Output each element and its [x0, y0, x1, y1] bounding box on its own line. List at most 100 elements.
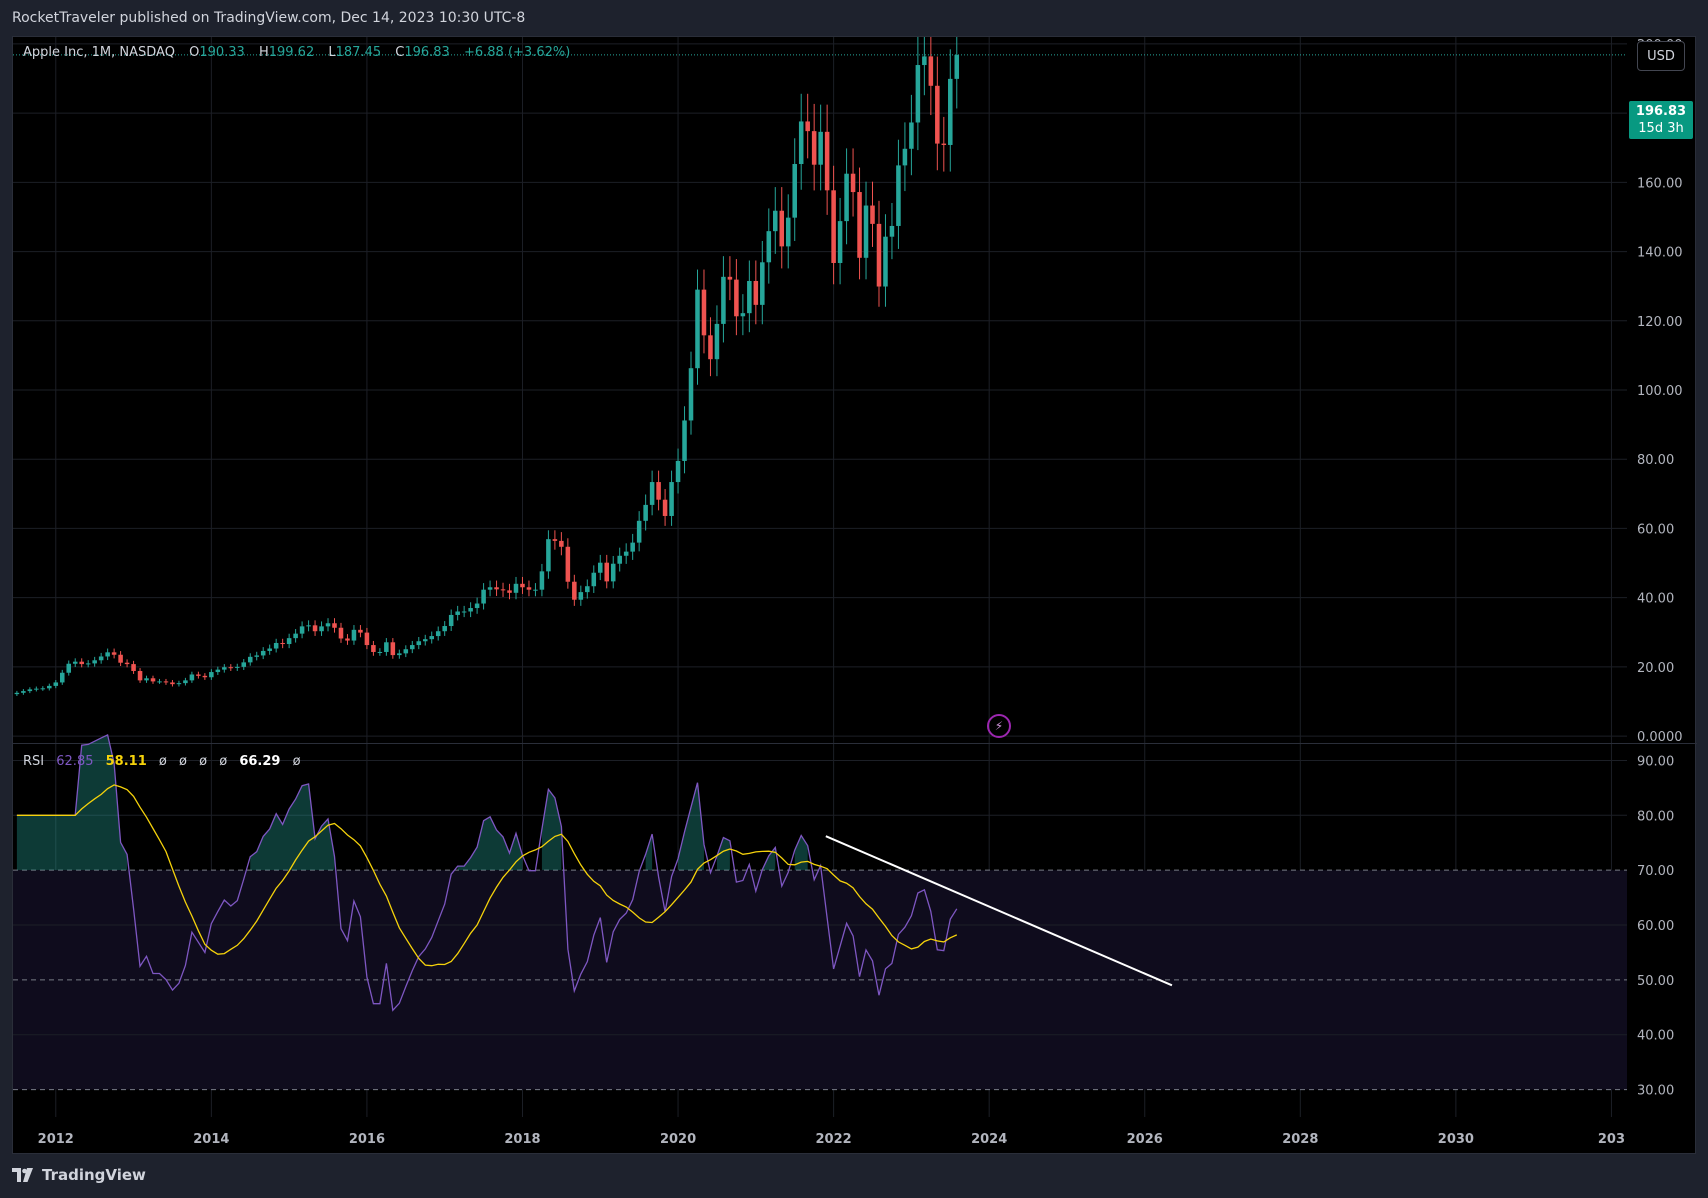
candle-body [312, 625, 318, 632]
rsi-trendline [825, 835, 1173, 987]
candle-body [779, 210, 785, 247]
candle-body [364, 632, 370, 646]
rsi-overbought-fill [250, 783, 335, 871]
rsi-overbought-fill [716, 837, 730, 871]
candle-body [196, 674, 201, 676]
rsi-na-1: ø [158, 754, 167, 769]
candle-body [844, 173, 849, 222]
rsi-value: 62.85 [56, 754, 94, 769]
candle-body [526, 587, 532, 590]
candle-body [591, 572, 597, 587]
candle-body [202, 675, 208, 678]
time-tick-label: 2018 [504, 1132, 540, 1147]
candle-body [72, 661, 78, 664]
candle-body [474, 603, 480, 609]
candle-body [79, 661, 84, 665]
candle-body [157, 681, 162, 683]
candle-body [118, 654, 123, 663]
candle-body [669, 482, 674, 516]
candle-body [183, 680, 188, 684]
candle-body [656, 482, 661, 500]
candle-body [111, 652, 117, 655]
candle-body [377, 651, 383, 653]
candle-body [131, 664, 136, 672]
price-tick-label: 0.0000 [1637, 730, 1683, 745]
candle-body [682, 420, 687, 461]
candle-body [760, 262, 765, 305]
rsi-name[interactable]: RSI [23, 754, 45, 769]
candle-body [27, 689, 33, 692]
candle-body [435, 631, 441, 637]
candle-body [455, 611, 460, 615]
price-tick-label: 20.00 [1637, 661, 1674, 676]
candle-body [286, 638, 292, 645]
published-header: RocketTraveler published on TradingView.… [12, 10, 526, 26]
candle-body [85, 663, 91, 665]
candle-body [92, 660, 97, 664]
candle-body [163, 681, 169, 683]
candle-body [209, 672, 214, 678]
candle-body [824, 131, 830, 191]
candle-body [416, 641, 422, 646]
time-tick-label: 2028 [1282, 1132, 1318, 1147]
candle-body [623, 551, 629, 556]
price-tick-label: 60.00 [1637, 522, 1674, 537]
time-tick-label: 2030 [1438, 1132, 1474, 1147]
open-label: O [189, 45, 200, 60]
candle-body [552, 539, 558, 541]
candle-body [727, 276, 733, 280]
chart-svg[interactable]: 0.0000 20.00 40.00 60.00 80.00 100.00 120.00 14… [13, 37, 1697, 1155]
candle-body [332, 623, 337, 628]
chart-frame[interactable]: 0.0000 20.00 40.00 60.00 80.00 100.00 120.00 14… [12, 36, 1697, 1155]
candle-body [345, 638, 350, 641]
candle-body [572, 581, 577, 600]
candle-body [811, 131, 817, 165]
candle-body [708, 335, 713, 360]
candle-body [215, 669, 221, 673]
price-tick-label: 120.00 [1637, 315, 1683, 330]
candle-body [267, 648, 272, 651]
symbol-legend: Apple Inc, 1M, NASDAQ O190.33 H199.62 L1… [23, 45, 572, 60]
candle-body [559, 540, 564, 547]
candle-body [66, 663, 72, 673]
rsi-upper-value: 66.29 [239, 754, 281, 769]
candle-body [597, 562, 603, 573]
candle-body [351, 629, 357, 641]
candle-body [753, 280, 759, 305]
rsi-overbought-fill [762, 847, 776, 871]
last-price: 196.83 [1635, 104, 1687, 119]
candle-body [371, 645, 376, 652]
candle-body [448, 614, 454, 627]
tradingview-logo[interactable]: TradingView [12, 1166, 146, 1184]
time-tick-label: 2026 [1127, 1132, 1163, 1147]
lightning-icon[interactable]: ⚡ [987, 714, 1011, 738]
candle-body [740, 313, 746, 317]
currency-button[interactable]: USD [1637, 41, 1685, 71]
rsi-line [16, 733, 958, 1012]
close-label: C [395, 45, 405, 60]
time-tick-label: 203 [1598, 1132, 1625, 1147]
candle-body [40, 688, 46, 690]
candle-body [241, 662, 247, 667]
candle-body [247, 656, 253, 663]
high-label: H [258, 45, 269, 60]
candle-body [520, 583, 525, 588]
candle-body [468, 608, 473, 612]
price-tick-label: 40.00 [1637, 592, 1674, 607]
candle-body [299, 626, 305, 634]
candle-body [662, 499, 668, 516]
rsi-tick-label: 50.00 [1637, 974, 1674, 989]
rsi-na-4: ø [219, 754, 228, 769]
candle-body [280, 642, 285, 645]
candle-body [422, 639, 428, 642]
candle-body [643, 504, 648, 521]
candle-body [21, 691, 26, 693]
candle-body [954, 54, 960, 79]
candle-body [902, 148, 908, 166]
candle-body [876, 223, 882, 287]
tradingview-brand: TradingView [42, 1166, 146, 1184]
candle-body [922, 56, 927, 66]
price-tick-label: 140.00 [1637, 246, 1683, 261]
symbol-title[interactable]: Apple Inc, 1M, NASDAQ [23, 45, 175, 60]
candle-body [889, 225, 895, 237]
